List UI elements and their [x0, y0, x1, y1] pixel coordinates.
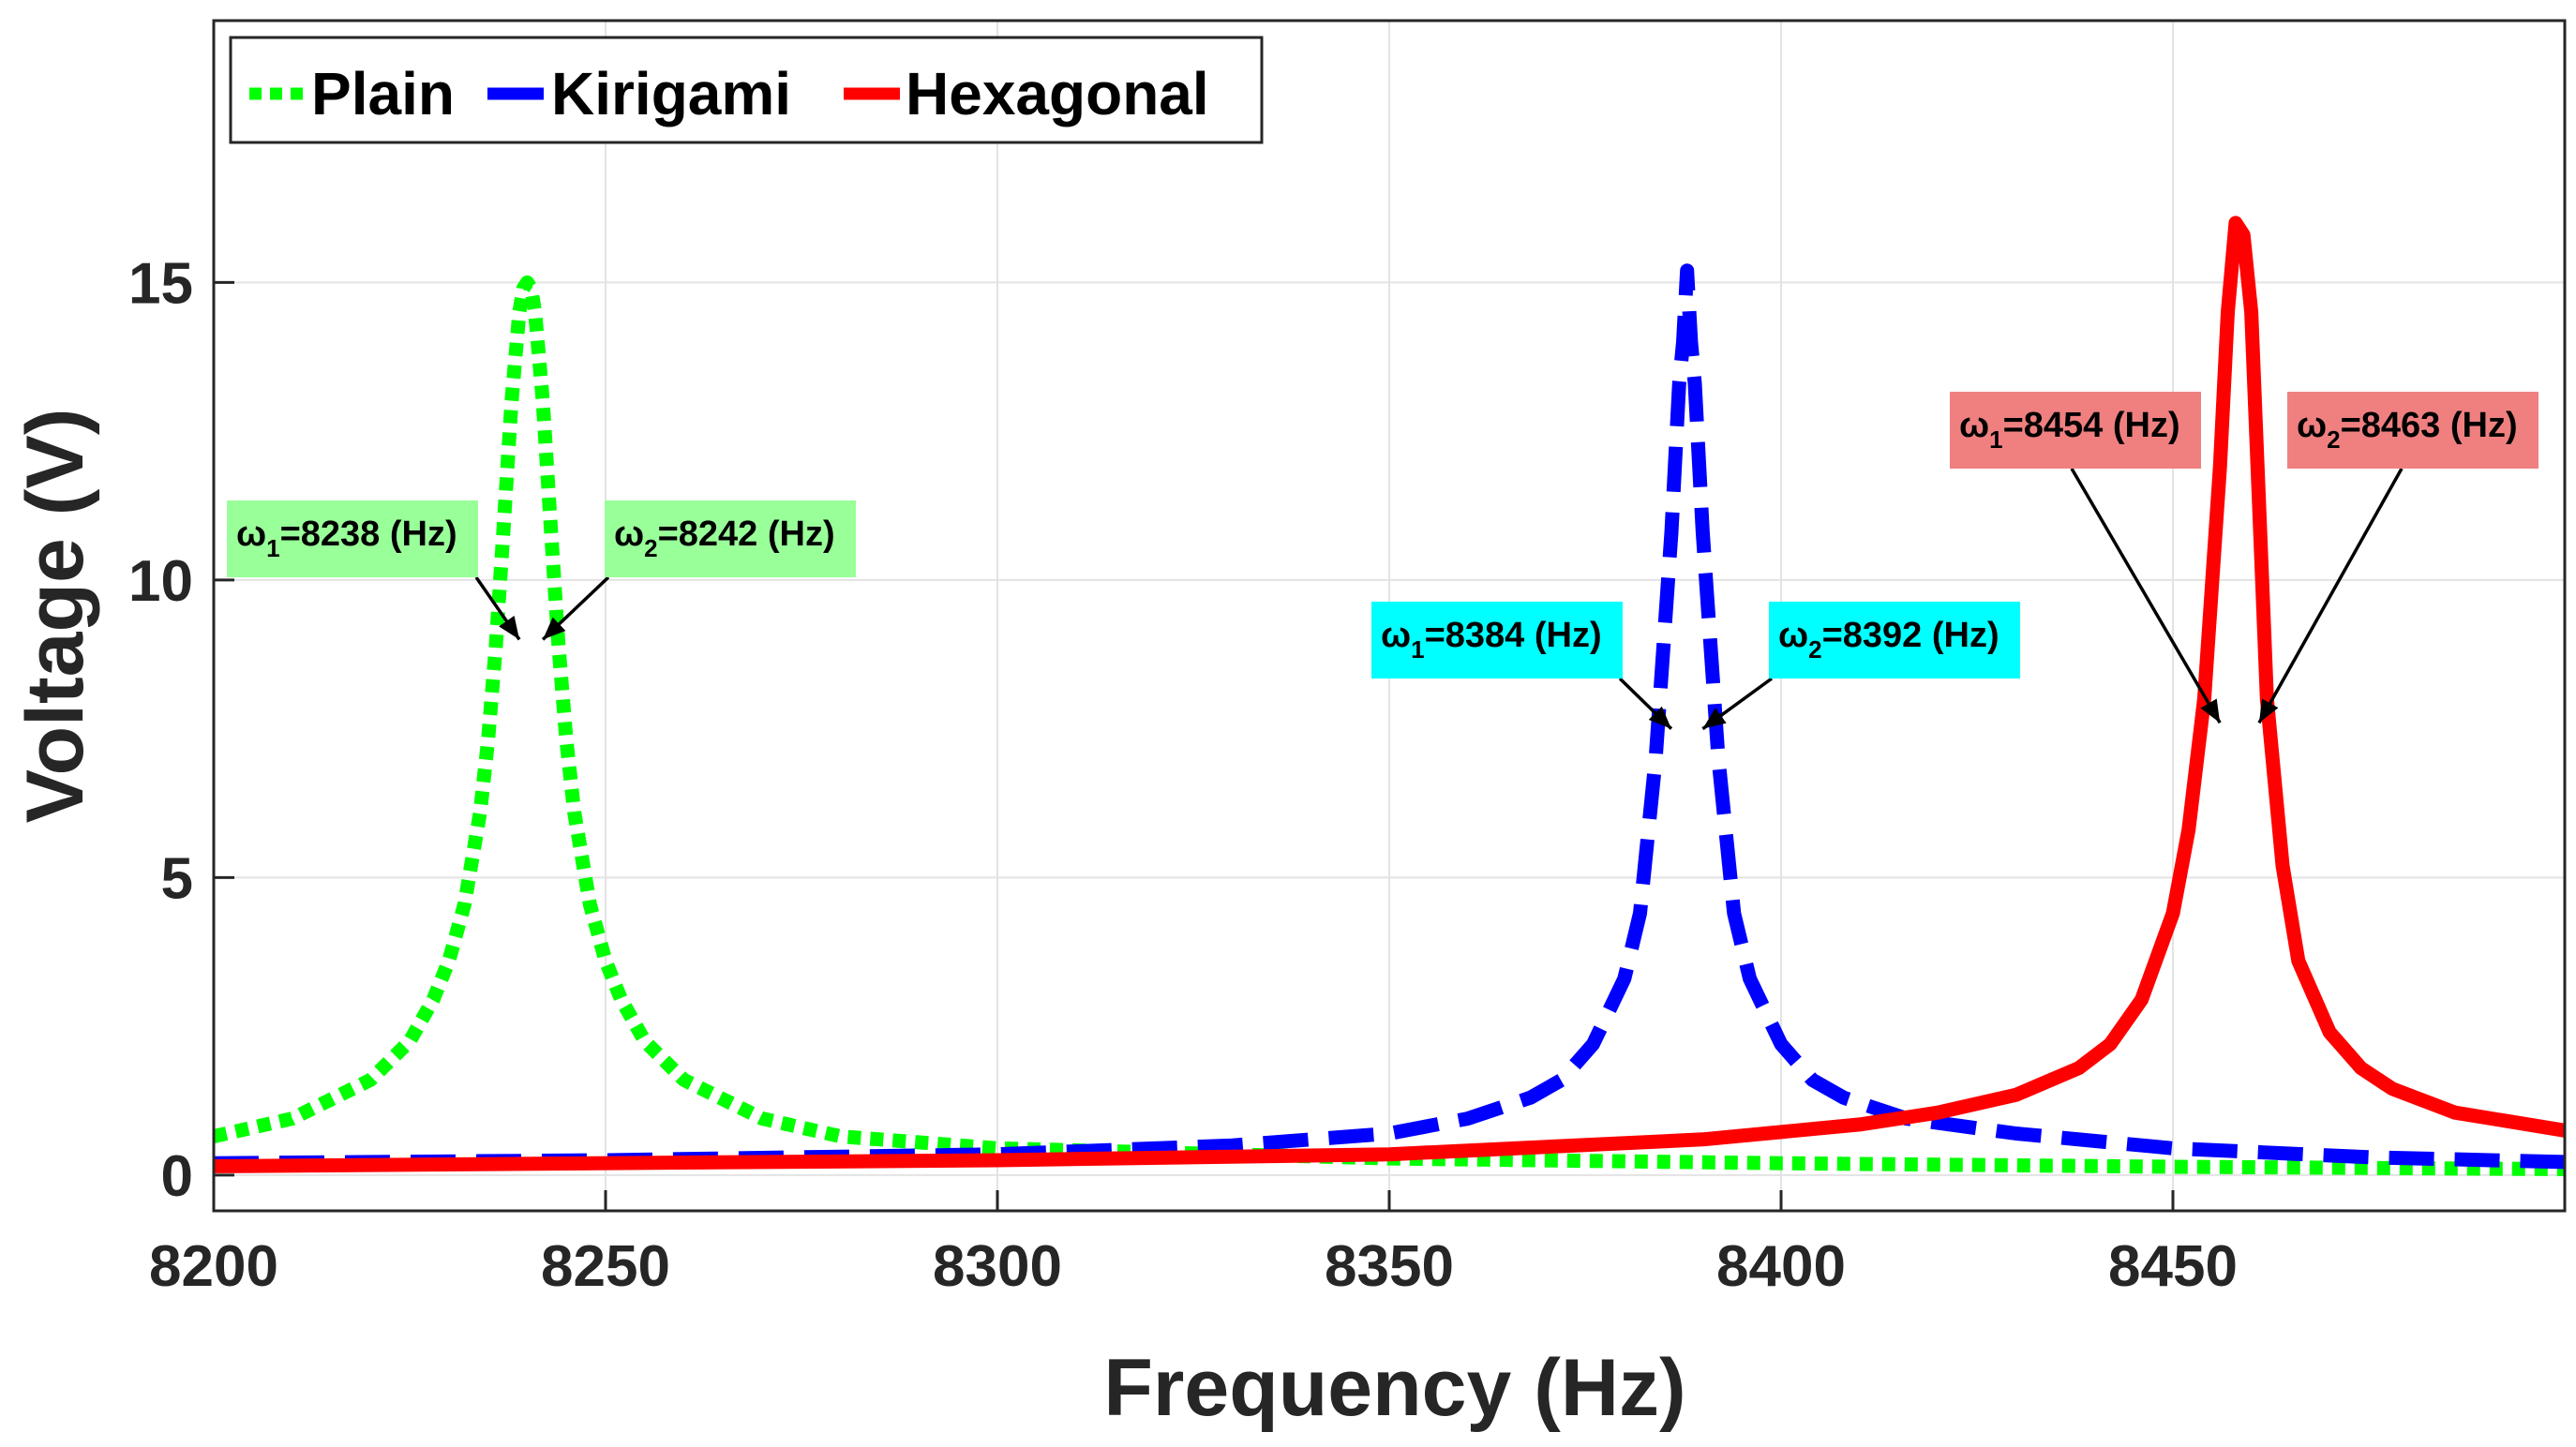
annotation-symbol: ω: [2297, 406, 2327, 445]
y-tick-label: 0: [161, 1144, 193, 1209]
annotation-value: =8454 (Hz): [2003, 406, 2180, 445]
annotation-value: =8238 (Hz): [280, 515, 457, 554]
y-tick-label: 10: [128, 549, 193, 614]
annotation-text: ω1=8454 (Hz): [1959, 406, 2180, 454]
annotation-box: [2287, 392, 2539, 469]
annotation-arrow-head: [2200, 698, 2221, 724]
annotation-arrow-line: [2070, 468, 2222, 724]
x-tick-label: 8250: [541, 1234, 670, 1299]
x-tick-label: 8450: [2108, 1234, 2238, 1299]
annotation-symbol: ω: [614, 515, 644, 554]
annotation-4: ω2=8392 (Hz): [1701, 602, 2020, 731]
annotation-1: ω1=8238 (Hz): [227, 500, 521, 641]
series-layer: [212, 216, 2567, 1176]
annotation-box: [1769, 602, 2020, 679]
legend-box: [229, 36, 1264, 144]
x-tick-label: 8350: [1325, 1234, 1454, 1299]
annotation-2: ω2=8242 (Hz): [541, 500, 856, 641]
annotation-box: [227, 500, 478, 577]
annotation-arrow-line: [2257, 468, 2404, 724]
annotation-symbol: ω: [1959, 406, 1989, 445]
annotation-text: ω2=8392 (Hz): [1778, 616, 1999, 664]
annotation-subscript: 2: [644, 534, 657, 562]
x-axis-label: Frequency (Hz): [1103, 1343, 1685, 1433]
annotation-subscript: 1: [1411, 635, 1424, 664]
annotation-3: ω1=8384 (Hz): [1371, 602, 1673, 730]
annotation-value: =8384 (Hz): [1425, 616, 1602, 655]
annotation-text: ω1=8238 (Hz): [236, 515, 457, 562]
legend-label-plain: Plain: [311, 60, 455, 127]
annotation-arrow-head: [1702, 708, 1727, 729]
annotation-value: =8242 (Hz): [658, 515, 835, 554]
annotation-symbol: ω: [1778, 616, 1808, 655]
legend-label-hexagonal: Hexagonal: [906, 60, 1209, 127]
y-tick-label: 15: [128, 251, 193, 316]
annotation-symbol: ω: [236, 515, 266, 554]
annotation-text: ω2=8463 (Hz): [2297, 406, 2518, 454]
annotation-subscript: 1: [266, 534, 279, 562]
legend-label-kirigami: Kirigami: [551, 60, 791, 127]
x-tick-label: 8400: [1716, 1234, 1846, 1299]
x-tick-label: 8300: [933, 1234, 1062, 1299]
annotation-5: ω1=8454 (Hz): [1950, 392, 2222, 724]
annotation-value: =8392 (Hz): [1822, 616, 1999, 655]
annotation-6: ω2=8463 (Hz): [2257, 392, 2539, 724]
annotation-text: ω2=8242 (Hz): [614, 515, 835, 562]
annotation-subscript: 2: [1808, 635, 1821, 664]
series-line-hexagonal: [213, 216, 2567, 1173]
y-tick-label: 5: [161, 846, 193, 911]
annotation-box: [605, 500, 856, 577]
annotation-box: [1371, 602, 1623, 679]
annotation-box: [1950, 392, 2201, 469]
x-tick-label: 8200: [149, 1234, 278, 1299]
ticks: 8200 8250 8300 8350 8400 8450 0 5 10 15: [128, 251, 2238, 1299]
annotation-arrow-head: [1648, 706, 1671, 729]
annotation-subscript: 2: [2327, 425, 2340, 454]
annotation-arrow-head: [499, 615, 520, 640]
legend: Plain Kirigami Hexagonal: [229, 36, 1264, 144]
annotations: ω1=8238 (Hz) ω2=8242 (Hz)ω1=8384 (Hz) ω2=8…: [227, 392, 2539, 731]
annotation-text: ω1=8384 (Hz): [1381, 616, 1602, 664]
annotation-arrow-head: [2258, 698, 2279, 724]
annotation-value: =8463 (Hz): [2341, 406, 2518, 445]
annotation-subscript: 1: [1989, 425, 2002, 454]
y-axis-label: Voltage (V): [10, 409, 100, 824]
annotation-symbol: ω: [1381, 616, 1411, 655]
series-line-plain: [212, 275, 2566, 1176]
annotation-arrow-head: [543, 617, 566, 640]
